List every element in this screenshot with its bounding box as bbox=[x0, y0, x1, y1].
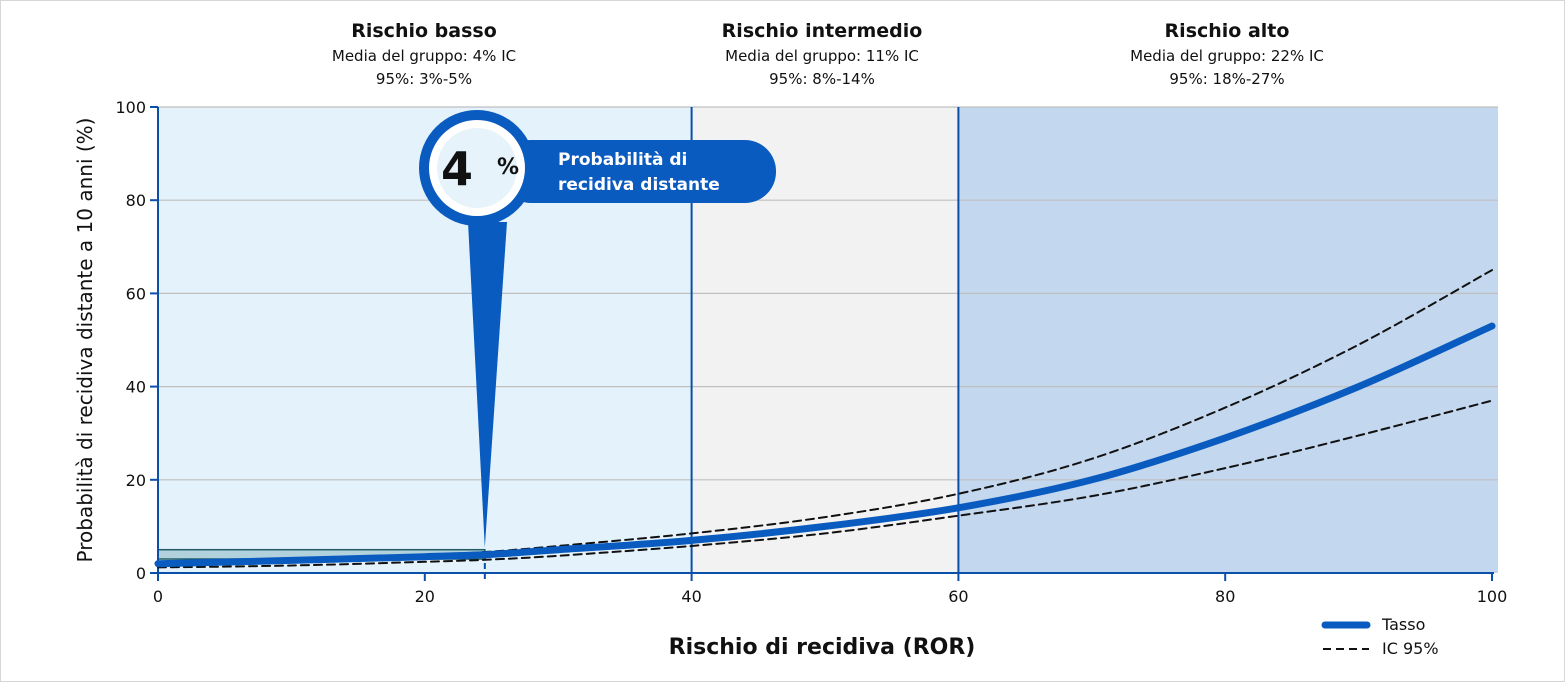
zone-line1-2: Media del gruppo: 22% IC bbox=[1130, 47, 1324, 65]
x-tick-label-5: 100 bbox=[1477, 587, 1508, 606]
zone-title-1: Rischio intermedio bbox=[722, 20, 923, 42]
series bbox=[154, 269, 1496, 569]
legend-label-tasso: Tasso bbox=[1381, 615, 1425, 634]
callout-label-box bbox=[500, 140, 776, 203]
callout-value: 4 bbox=[441, 142, 473, 196]
y-tick-label-0: 0 bbox=[136, 564, 146, 583]
callout-label-line2: recidiva distante bbox=[558, 175, 720, 195]
y-tick-label-3: 60 bbox=[126, 284, 146, 303]
callout-label-line1: Probabilità di bbox=[558, 150, 687, 170]
zone-bg-2 bbox=[958, 107, 1498, 573]
y-tick-label-2: 40 bbox=[126, 378, 146, 397]
series-line-ci-2 bbox=[157, 399, 1493, 569]
x-tick-label-2: 40 bbox=[681, 587, 701, 606]
y-axis-title: Probabilità di recidiva distante a 10 an… bbox=[73, 118, 97, 563]
series-line-tasso bbox=[154, 322, 1496, 568]
risk-zones bbox=[158, 107, 1498, 573]
y-tick-label-1: 20 bbox=[126, 471, 146, 490]
axes: 0 20 40 60 80 100 0 20 40 60 80 100 bbox=[115, 98, 1507, 606]
zone-line2-0: 95%: 3%-5% bbox=[376, 70, 472, 88]
y-tick-label-4: 80 bbox=[126, 191, 146, 210]
x-tick-label-3: 60 bbox=[948, 587, 968, 606]
legend: Tasso IC 95% bbox=[1321, 615, 1439, 658]
callout-pointer bbox=[468, 222, 507, 548]
zone-line2-1: 95%: 8%-14% bbox=[769, 70, 875, 88]
callout: 4% Probabilità di recidiva distante bbox=[419, 110, 776, 548]
legend-label-ci: IC 95% bbox=[1382, 639, 1439, 658]
x-tick-label-0: 0 bbox=[153, 587, 163, 606]
callout-circle-inner bbox=[437, 128, 517, 208]
x-axis-title: Rischio di recidiva (ROR) bbox=[669, 635, 976, 660]
zone-labels: Rischio basso Media del gruppo: 4% IC 95%:… bbox=[332, 20, 1324, 88]
zone-line2-2: 95%: 18%-27% bbox=[1169, 70, 1284, 88]
zone-title-2: Rischio alto bbox=[1165, 20, 1290, 42]
callout-unit: % bbox=[497, 155, 519, 180]
zone-title-0: Rischio basso bbox=[351, 20, 497, 42]
x-tick-label-4: 80 bbox=[1215, 587, 1235, 606]
y-tick-label-5: 100 bbox=[115, 98, 146, 117]
zone-line1-0: Media del gruppo: 4% IC bbox=[332, 47, 516, 65]
x-tick-label-1: 20 bbox=[415, 587, 435, 606]
zone-line1-1: Media del gruppo: 11% IC bbox=[725, 47, 919, 65]
